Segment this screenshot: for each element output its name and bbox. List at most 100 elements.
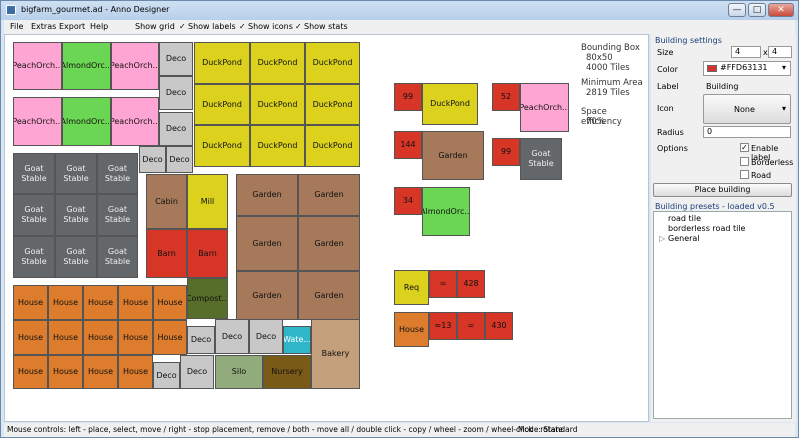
borderless-checkbox[interactable] [740, 157, 749, 166]
close-button[interactable]: ✕ [768, 3, 794, 17]
building-almond-orchard[interactable]: AlmondOrc... [62, 97, 111, 146]
toggle-show-stats[interactable]: Show stats [304, 22, 348, 31]
building-deco[interactable]: Deco [139, 146, 166, 173]
menu-export[interactable]: Export [59, 22, 86, 31]
building-goat-stable[interactable]: Goat Stable [13, 153, 55, 194]
menu-extras[interactable]: Extras [31, 22, 57, 31]
toggle-show-grid[interactable]: Show grid [135, 22, 175, 31]
building-house[interactable]: House [153, 320, 187, 355]
building-goat-stable[interactable]: Goat Stable [55, 236, 97, 278]
building-duckpond[interactable]: DuckPond [305, 84, 360, 125]
building-mill[interactable]: Mill [187, 174, 228, 229]
building-deco[interactable]: Deco [187, 326, 215, 354]
building-house[interactable]: House [83, 320, 118, 355]
mode-text: Mode: Standard [518, 425, 578, 434]
label-value[interactable]: Building [706, 82, 739, 91]
building-garden[interactable]: Garden [298, 216, 360, 271]
building-peach-orchard[interactable]: PeachOrch... [13, 97, 62, 146]
building-garden[interactable]: Garden [236, 174, 298, 216]
building-deco[interactable]: Deco [215, 319, 249, 354]
building-nursery[interactable]: Nursery [263, 355, 311, 389]
check-icon: ✓ [239, 22, 246, 31]
building-bakery[interactable]: Bakery [311, 319, 360, 389]
building-garden[interactable]: Garden [236, 271, 298, 320]
preset-road-tile[interactable]: road tile [668, 214, 702, 223]
icon-dropdown[interactable]: None ▾ [703, 94, 791, 124]
building-house[interactable]: House [118, 285, 153, 320]
building-goat-stable[interactable]: Goat Stable [97, 194, 138, 236]
building-deco[interactable]: Deco [159, 42, 193, 76]
building-deco[interactable]: Deco [249, 319, 283, 354]
building-house[interactable]: House [118, 355, 153, 389]
borderless-text: Borderless [751, 158, 794, 167]
building-goat-stable[interactable]: Goat Stable [97, 236, 138, 278]
enable-label-checkbox[interactable]: ✓ [740, 143, 749, 152]
building-duckpond[interactable]: DuckPond [194, 125, 250, 167]
road-checkbox[interactable] [740, 170, 749, 179]
building-barn[interactable]: Barn [146, 229, 187, 278]
building-cabin[interactable]: Cabin [146, 174, 187, 229]
building-garden[interactable]: Garden [236, 216, 298, 271]
layout-canvas[interactable]: PeachOrch... AlmondOrc... PeachOrch... D… [4, 34, 649, 422]
presets-tree[interactable]: road tile borderless road tile ▷ General [653, 211, 792, 419]
building-deco[interactable]: Deco [159, 76, 193, 110]
building-silo[interactable]: Silo [215, 355, 263, 389]
status-bar: Mouse controls: left - place, select, mo… [4, 423, 795, 437]
building-house[interactable]: House [48, 355, 83, 389]
window-title: bigfarm_gourmet.ad - Anno Designer [21, 5, 170, 14]
status-text: Mouse controls: left - place, select, mo… [7, 425, 566, 434]
menu-help[interactable]: Help [90, 22, 109, 31]
menu-bar: File Extras Export Help Show grid ✓ Show… [4, 20, 795, 34]
building-goat-stable[interactable]: Goat Stable [13, 194, 55, 236]
building-almond-orchard[interactable]: AlmondOrc... [62, 42, 111, 90]
building-goat-stable[interactable]: Goat Stable [55, 153, 97, 194]
building-house[interactable]: House [83, 355, 118, 389]
building-duckpond[interactable]: DuckPond [194, 42, 250, 84]
building-goat-stable[interactable]: Goat Stable [55, 194, 97, 236]
place-building-button[interactable]: Place building [653, 183, 792, 197]
building-house[interactable]: House [83, 285, 118, 320]
building-peach-orchard[interactable]: PeachOrch... [111, 97, 159, 146]
building-duckpond[interactable]: DuckPond [305, 125, 360, 167]
building-house[interactable]: House [13, 355, 48, 389]
building-peach-orchard[interactable]: PeachOrch... [111, 42, 159, 90]
minimize-button[interactable]: — [728, 3, 746, 17]
building-deco[interactable]: Deco [153, 362, 180, 389]
preset-general[interactable]: General [668, 234, 700, 243]
expand-arrow-icon[interactable]: ▷ [659, 234, 666, 243]
building-house[interactable]: House [153, 285, 187, 320]
title-bar[interactable]: bigfarm_gourmet.ad - Anno Designer — □ ✕ [1, 1, 798, 20]
menu-file[interactable]: File [10, 22, 24, 31]
building-peach-orchard[interactable]: PeachOrch... [13, 42, 62, 90]
building-house[interactable]: House [13, 320, 48, 355]
building-deco[interactable]: Deco [159, 112, 193, 146]
label-label: Label [657, 82, 679, 91]
building-deco[interactable]: Deco [166, 146, 193, 173]
toggle-show-icons[interactable]: Show icons [248, 22, 293, 31]
building-duckpond[interactable]: DuckPond [305, 42, 360, 84]
radius-input[interactable]: 0 [703, 126, 791, 138]
building-duckpond[interactable]: DuckPond [250, 42, 305, 84]
toggle-show-labels[interactable]: Show labels [188, 22, 236, 31]
maximize-button[interactable]: □ [748, 3, 766, 17]
building-compost[interactable]: Compost... [187, 278, 228, 319]
building-house[interactable]: House [48, 285, 83, 320]
building-duckpond[interactable]: DuckPond [250, 125, 305, 167]
building-goat-stable[interactable]: Goat Stable [13, 236, 55, 278]
building-goat-stable[interactable]: Goat Stable [97, 153, 138, 194]
building-deco[interactable]: Deco [180, 355, 214, 389]
building-house[interactable]: House [48, 320, 83, 355]
building-garden[interactable]: Garden [298, 174, 360, 216]
size-height-input[interactable]: 4 [768, 46, 792, 58]
building-garden[interactable]: Garden [298, 271, 360, 320]
building-house[interactable]: House [13, 285, 48, 320]
building-barn[interactable]: Barn [187, 229, 228, 278]
building-duckpond[interactable]: DuckPond [250, 84, 305, 125]
building-house[interactable]: House [118, 320, 153, 355]
color-picker[interactable]: #FFD63131 ▾ [703, 61, 791, 76]
building-duckpond[interactable]: DuckPond [194, 84, 250, 125]
building-water[interactable]: Wate... [283, 326, 311, 354]
size-width-input[interactable]: 4 [731, 46, 761, 58]
preset-borderless-road-tile[interactable]: borderless road tile [668, 224, 746, 233]
